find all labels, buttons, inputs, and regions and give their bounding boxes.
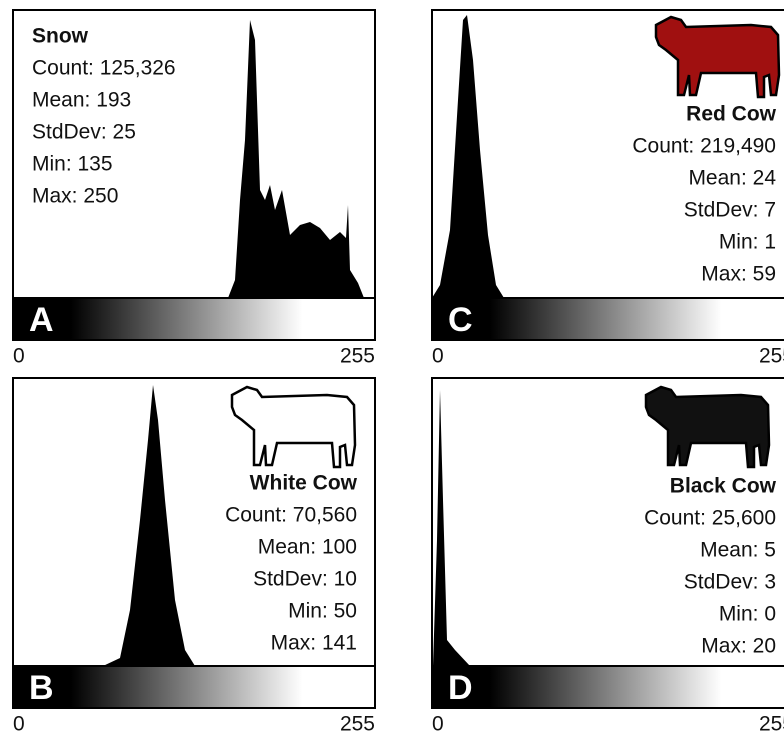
stat-line: Max: 20 xyxy=(701,635,776,658)
panel-title: Snow xyxy=(32,25,89,48)
panel-letter: D xyxy=(448,669,473,707)
axis-max: 255 xyxy=(759,713,784,735)
stat-line: Count: 219,490 xyxy=(632,135,776,158)
gradient-bar xyxy=(432,666,784,708)
axis-max: 255 xyxy=(759,345,784,368)
stat-line: StdDev: 10 xyxy=(253,568,357,591)
stat-line: Max: 59 xyxy=(701,263,776,286)
stat-line: Mean: 100 xyxy=(258,536,357,559)
stat-line: Max: 141 xyxy=(271,632,357,655)
axis-max: 255 xyxy=(340,713,375,735)
gradient-bar xyxy=(432,298,784,340)
axis-min: 0 xyxy=(13,713,25,735)
panel-title: White Cow xyxy=(250,472,358,495)
axis-min: 0 xyxy=(13,345,25,368)
stat-line: Mean: 193 xyxy=(32,89,131,112)
stat-line: Min: 0 xyxy=(719,603,776,626)
stat-line: Mean: 24 xyxy=(688,167,776,190)
axis-min: 0 xyxy=(432,345,444,368)
stat-line: StdDev: 25 xyxy=(32,121,136,144)
panel-title: Red Cow xyxy=(686,103,777,126)
figure: A Snow Count: 125,326 Mean: 193 StdDev: 25 Mi… xyxy=(0,0,784,735)
axis-max: 255 xyxy=(340,345,375,368)
stat-line: Count: 125,326 xyxy=(32,57,176,80)
panel-letter: B xyxy=(29,669,54,707)
stat-line: Count: 25,600 xyxy=(644,507,776,530)
panel-title: Black Cow xyxy=(670,475,777,498)
stat-line: StdDev: 3 xyxy=(684,571,776,594)
gradient-bar xyxy=(13,298,375,340)
stat-line: StdDev: 7 xyxy=(684,199,776,222)
stat-line: Min: 1 xyxy=(719,231,776,254)
panel-letter: A xyxy=(29,301,54,339)
stat-line: Mean: 5 xyxy=(700,539,776,562)
stat-line: Max: 250 xyxy=(32,185,118,208)
stat-line: Count: 70,560 xyxy=(225,504,357,527)
stat-line: Min: 50 xyxy=(288,600,357,623)
stat-line: Min: 135 xyxy=(32,153,113,176)
panel-letter: C xyxy=(448,301,473,339)
gradient-bar xyxy=(13,666,375,708)
axis-min: 0 xyxy=(432,713,444,735)
